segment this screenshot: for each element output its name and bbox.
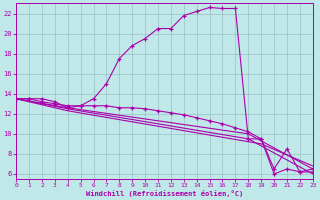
X-axis label: Windchill (Refroidissement éolien,°C): Windchill (Refroidissement éolien,°C): [86, 190, 243, 197]
